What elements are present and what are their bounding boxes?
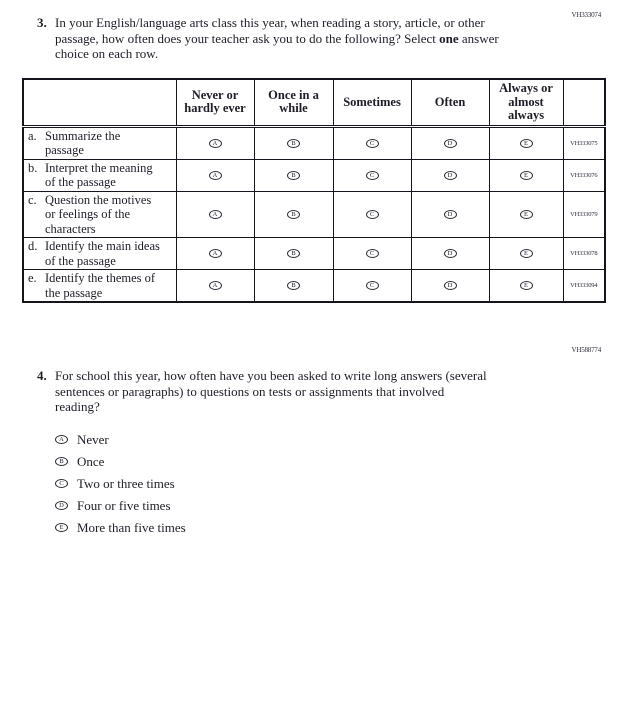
question-3-line2: passage, how often does your teacher ask… bbox=[55, 31, 499, 47]
row-label-cell: d. Identify the main ideas of the passage bbox=[22, 237, 177, 270]
option-label: Once bbox=[77, 453, 105, 469]
row-label: Identify the main ideas of the passage bbox=[45, 239, 160, 268]
row-letter: e. bbox=[28, 271, 37, 285]
answer-bubble-b[interactable]: B bbox=[287, 170, 300, 180]
answer-bubble-d[interactable]: D bbox=[443, 210, 457, 220]
row-label: Question the motives or feelings of the … bbox=[45, 192, 152, 236]
question-4-line3: reading? bbox=[55, 399, 100, 414]
column-header-empty bbox=[22, 78, 177, 128]
answer-bubble-e[interactable]: E bbox=[519, 170, 533, 180]
answer-bubble-d[interactable]: D bbox=[443, 170, 457, 180]
answer-bubble-d[interactable]: D bbox=[55, 501, 68, 510]
row-label-cell: e. Identify the themes of the passage bbox=[22, 269, 177, 303]
question-4-line2: sentences or paragraphs) to questions on… bbox=[55, 383, 445, 399]
table-row: b. Interpret the meaning of the passage A… bbox=[22, 158, 606, 192]
answer-bubble-c[interactable]: C bbox=[365, 210, 379, 220]
row-letter: d. bbox=[28, 239, 38, 253]
answer-bubble-e[interactable]: E bbox=[519, 210, 533, 220]
column-header-sometimes: Sometimes bbox=[332, 78, 412, 128]
answer-bubble-c[interactable]: C bbox=[55, 479, 68, 488]
question-4-text: For school this year, how often have you… bbox=[55, 368, 487, 415]
answer-bubble-c[interactable]: C bbox=[365, 170, 379, 180]
answer-bubble-d[interactable]: D bbox=[443, 249, 457, 259]
table-header-row: Never or hardly ever Once in a while Som… bbox=[22, 78, 606, 128]
row-label-cell: c. Question the motives or feelings of th… bbox=[22, 190, 177, 238]
question-3-number: 3. bbox=[37, 15, 47, 30]
row-label: Identify the themes of the passage bbox=[45, 271, 156, 300]
question-3: 3. In your English/language arts class t… bbox=[37, 15, 562, 62]
answer-bubble-a[interactable]: A bbox=[208, 170, 222, 180]
answer-bubble-b[interactable]: B bbox=[55, 457, 68, 466]
answer-bubble-c[interactable]: C bbox=[365, 249, 379, 259]
answer-bubble-e[interactable]: E bbox=[55, 523, 68, 532]
answer-bubble-a[interactable]: A bbox=[55, 435, 68, 444]
option-more-than-five-times[interactable]: E More than five times bbox=[55, 517, 487, 539]
question-3-line1: In your English/language arts class this… bbox=[55, 15, 485, 30]
option-never[interactable]: A Never bbox=[55, 429, 487, 451]
row-label: Interpret the meaning of the passage bbox=[45, 160, 153, 190]
answer-bubble-a[interactable]: A bbox=[208, 138, 222, 148]
question-3-line3: choice on each row. bbox=[55, 46, 159, 61]
table-row: e. Identify the themes of the passage A B… bbox=[22, 269, 606, 303]
column-header-once-in-a-while: Once in a while bbox=[253, 78, 334, 128]
row-code: VH333079 bbox=[562, 190, 606, 238]
answer-bubble-b[interactable]: B bbox=[287, 281, 300, 291]
option-label: Four or five times bbox=[77, 497, 171, 513]
answer-bubble-e[interactable]: E bbox=[519, 138, 533, 148]
table-row: c. Question the motives or feelings of th… bbox=[22, 190, 606, 238]
row-letter: a. bbox=[28, 128, 37, 143]
answer-bubble-b[interactable]: B bbox=[287, 249, 300, 259]
question-3-text: In your English/language arts class this… bbox=[55, 15, 499, 62]
column-header-code bbox=[562, 78, 606, 128]
question-3-code: VH333074 bbox=[571, 11, 601, 19]
question-3-line2-pre: passage, how often does your teacher ask… bbox=[55, 30, 440, 46]
question-4-number: 4. bbox=[37, 368, 47, 383]
question-4: 4. For school this year, how often have … bbox=[37, 368, 562, 539]
answer-bubble-c[interactable]: C bbox=[365, 281, 379, 291]
option-two-or-three-times[interactable]: C Two or three times bbox=[55, 473, 487, 495]
answer-bubble-b[interactable]: B bbox=[287, 138, 300, 148]
option-label: More than five times bbox=[77, 519, 186, 535]
column-header-always: Always or almost always bbox=[488, 78, 564, 128]
answer-bubble-d[interactable]: D bbox=[443, 138, 457, 148]
row-code: VH333078 bbox=[562, 237, 606, 270]
question-4-line1: For school this year, how often have you… bbox=[55, 368, 487, 383]
question-3-line2-post: answer bbox=[458, 30, 499, 46]
row-code: VH333094 bbox=[562, 269, 606, 303]
option-four-or-five-times[interactable]: D Four or five times bbox=[55, 495, 487, 517]
column-header-never: Never or hardly ever bbox=[175, 78, 255, 128]
answer-bubble-e[interactable]: E bbox=[519, 249, 533, 259]
option-once[interactable]: B Once bbox=[55, 451, 487, 473]
answer-bubble-a[interactable]: A bbox=[208, 249, 222, 259]
answer-bubble-a[interactable]: A bbox=[208, 210, 222, 220]
answer-bubble-e[interactable]: E bbox=[519, 281, 533, 291]
answer-bubble-b[interactable]: B bbox=[287, 210, 300, 220]
row-label-cell: b. Interpret the meaning of the passage bbox=[22, 158, 177, 192]
row-letter: b. bbox=[28, 160, 38, 175]
frequency-table: Never or hardly ever Once in a while Som… bbox=[22, 78, 606, 303]
question-3-line2-bold: one bbox=[439, 30, 459, 46]
row-letter: c. bbox=[28, 192, 37, 207]
row-label: Summarize the passage bbox=[45, 128, 121, 158]
column-header-often: Often bbox=[410, 78, 490, 128]
answer-bubble-c[interactable]: C bbox=[365, 138, 379, 148]
option-label: Two or three times bbox=[77, 475, 175, 491]
row-code: VH333075 bbox=[562, 125, 606, 160]
answer-bubble-a[interactable]: A bbox=[208, 281, 222, 291]
row-code: VH333076 bbox=[562, 158, 606, 192]
question-4-code: VH588774 bbox=[571, 346, 601, 354]
question-4-options: A Never B Once C Two or three times D Fo… bbox=[55, 429, 487, 539]
row-label-cell: a. Summarize the passage bbox=[22, 125, 177, 160]
answer-bubble-d[interactable]: D bbox=[443, 281, 457, 291]
table-row: a. Summarize the passage A B C D E VH3330… bbox=[22, 125, 606, 160]
option-label: Never bbox=[77, 431, 109, 447]
table-row: d. Identify the main ideas of the passage… bbox=[22, 237, 606, 270]
